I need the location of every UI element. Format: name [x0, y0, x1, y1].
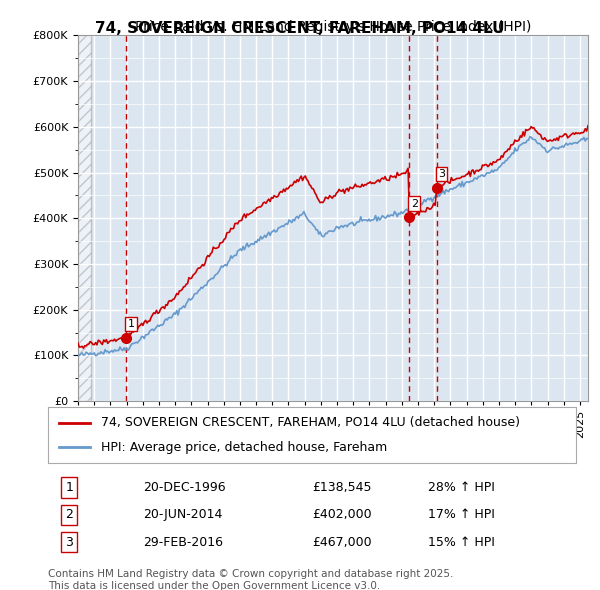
Text: 20-DEC-1996: 20-DEC-1996 [143, 481, 226, 494]
Title: Price paid vs. HM Land Registry's House Price Index (HPI): Price paid vs. HM Land Registry's House … [135, 20, 531, 34]
Bar [78, 35, 91, 401]
Text: 3: 3 [438, 169, 445, 179]
Text: 74, SOVEREIGN CRESCENT, FAREHAM, PO14 4LU: 74, SOVEREIGN CRESCENT, FAREHAM, PO14 4L… [95, 21, 505, 35]
Text: 17% ↑ HPI: 17% ↑ HPI [428, 508, 495, 522]
Text: 2: 2 [411, 199, 418, 209]
Text: 3: 3 [65, 536, 73, 549]
Text: £402,000: £402,000 [312, 508, 371, 522]
Text: 1: 1 [65, 481, 73, 494]
Text: 20-JUN-2014: 20-JUN-2014 [143, 508, 223, 522]
Text: £138,545: £138,545 [312, 481, 371, 494]
Text: 2: 2 [65, 508, 73, 522]
Text: HPI: Average price, detached house, Fareham: HPI: Average price, detached house, Fare… [101, 441, 387, 454]
Text: 29-FEB-2016: 29-FEB-2016 [143, 536, 223, 549]
Text: Contains HM Land Registry data © Crown copyright and database right 2025.
This d: Contains HM Land Registry data © Crown c… [48, 569, 454, 590]
Text: £467,000: £467,000 [312, 536, 371, 549]
Text: 28% ↑ HPI: 28% ↑ HPI [428, 481, 495, 494]
Text: 15% ↑ HPI: 15% ↑ HPI [428, 536, 495, 549]
Text: 1: 1 [127, 319, 134, 329]
Text: 74, SOVEREIGN CRESCENT, FAREHAM, PO14 4LU (detached house): 74, SOVEREIGN CRESCENT, FAREHAM, PO14 4L… [101, 417, 520, 430]
